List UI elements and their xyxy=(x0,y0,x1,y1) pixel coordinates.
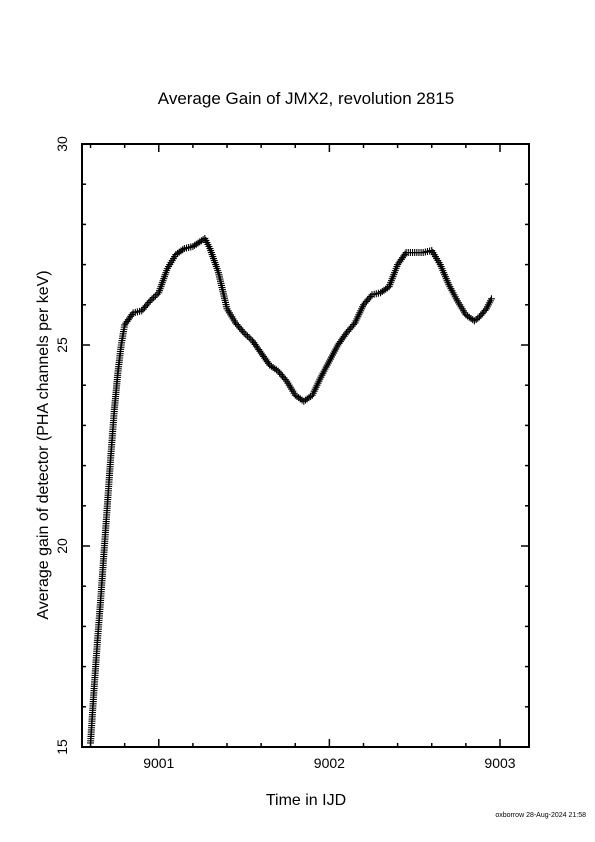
y-tick-label: 20 xyxy=(54,538,70,554)
footer-stamp: oxborrow 28-Aug-2024 21:58 xyxy=(495,812,586,819)
data-point xyxy=(350,321,358,329)
plot-frame xyxy=(81,143,530,748)
axis-tick-labels: 15 20 25 30 9001 9002 9003 xyxy=(54,136,516,771)
data-point xyxy=(264,359,272,367)
data-point xyxy=(150,294,158,302)
data-point xyxy=(151,292,159,300)
data-point xyxy=(242,331,250,339)
data-point xyxy=(148,295,156,303)
y-tick-label: 15 xyxy=(54,739,70,755)
data-point xyxy=(474,314,482,322)
data-point xyxy=(146,297,154,305)
data-point xyxy=(243,332,251,340)
data-point xyxy=(401,250,409,258)
x-tick-label: 9003 xyxy=(484,755,515,771)
x-tick-label: 9001 xyxy=(143,755,174,771)
data-point xyxy=(367,292,375,300)
data-point xyxy=(481,306,489,314)
data-point xyxy=(239,327,247,335)
y-axis-label: Average gain of detector (PHA channels p… xyxy=(35,270,52,619)
data-point xyxy=(245,334,253,342)
data-point xyxy=(145,298,153,306)
data-point xyxy=(153,290,161,298)
y-tick-label: 30 xyxy=(54,136,70,152)
data-point xyxy=(487,295,495,303)
data-points xyxy=(87,234,495,747)
y-tick-label: 25 xyxy=(54,337,70,353)
data-point xyxy=(240,329,248,337)
x-tick-label: 9002 xyxy=(314,755,345,771)
data-point xyxy=(179,246,187,254)
data-point xyxy=(281,376,289,384)
data-point xyxy=(247,335,255,343)
axis-ticks xyxy=(82,143,529,748)
chart-title: Average Gain of JMX2, revolution 2815 xyxy=(158,89,454,108)
x-axis-label: Time in IJD xyxy=(266,792,346,809)
